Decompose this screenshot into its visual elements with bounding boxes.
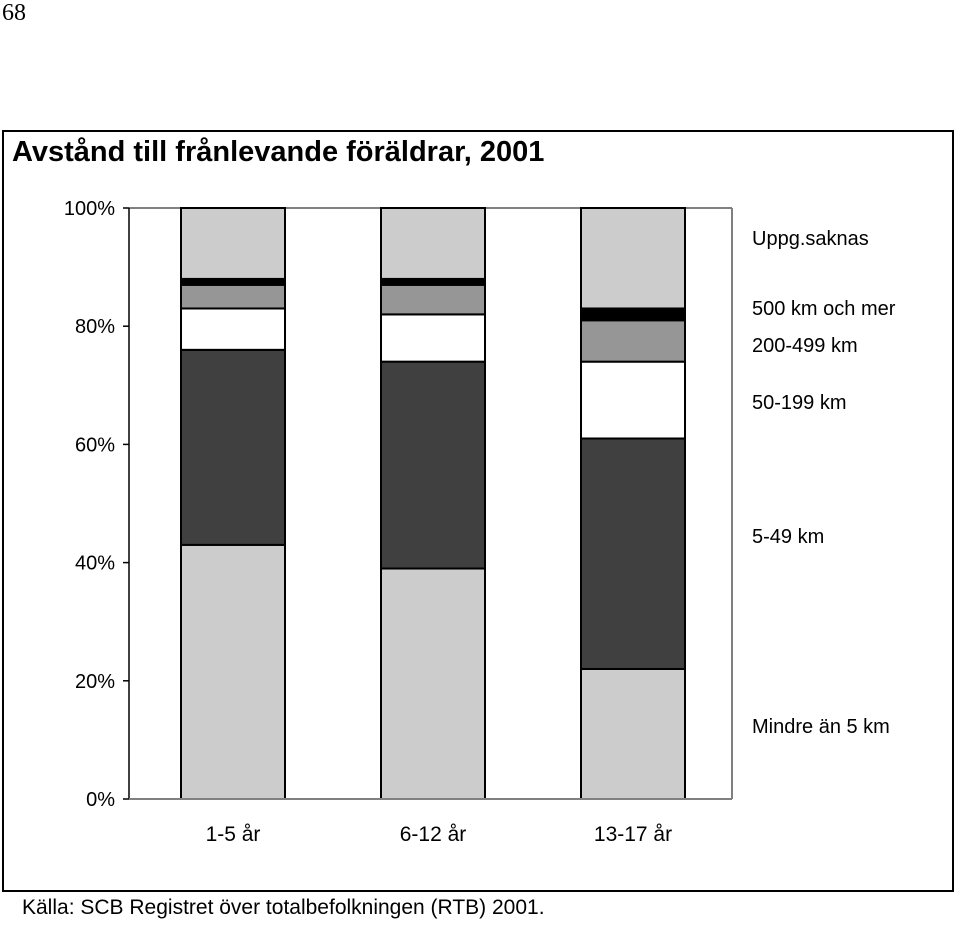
legend-label: 50-199 km	[752, 392, 847, 414]
y-tick-label: 20%	[75, 671, 115, 693]
bar-segment	[580, 307, 686, 322]
legend-label: Uppg.saknas	[752, 228, 869, 250]
bar-segment	[380, 207, 486, 280]
legend-label: 5-49 km	[752, 526, 824, 548]
y-tick-label: 0%	[86, 789, 115, 811]
y-tick-label: 80%	[75, 316, 115, 338]
chart-frame	[2, 130, 954, 892]
x-category-label: 1-5 år	[206, 823, 261, 846]
page-number: 68	[2, 0, 26, 26]
legend-label: Mindre än 5 km	[752, 716, 890, 738]
bar-segment	[180, 283, 286, 310]
y-tick-label: 60%	[75, 434, 115, 456]
bar-segment	[380, 567, 486, 801]
bar-segment	[180, 348, 286, 546]
bar-segment	[580, 319, 686, 363]
x-category-label: 6-12 år	[400, 823, 467, 846]
bar-segment	[580, 667, 686, 800]
legend-label: 200-499 km	[752, 335, 858, 357]
y-tick-label: 100%	[64, 198, 115, 220]
legend-label: 500 km och mer	[752, 298, 896, 320]
bar-segment	[180, 307, 286, 351]
bar-segment	[180, 543, 286, 800]
y-tick-label: 40%	[75, 553, 115, 575]
bar-segment	[580, 360, 686, 440]
bar-segment	[180, 207, 286, 280]
plot-area: 0% 20% 40% 60% 80% 100% 1-5 år 6-12 år 13-17 år M…	[64, 198, 896, 846]
bar-segment	[580, 437, 686, 670]
bar-segment	[380, 360, 486, 570]
bar-segment	[380, 313, 486, 363]
source-note: Källa: SCB Registret över totalbefolknin…	[22, 896, 545, 919]
bar-segment	[580, 207, 686, 310]
chart-title: Avstånd till frånlevande föräldrar, 2001	[12, 136, 545, 168]
x-category-label: 13-17 år	[594, 823, 672, 846]
bar-segment	[380, 283, 486, 316]
